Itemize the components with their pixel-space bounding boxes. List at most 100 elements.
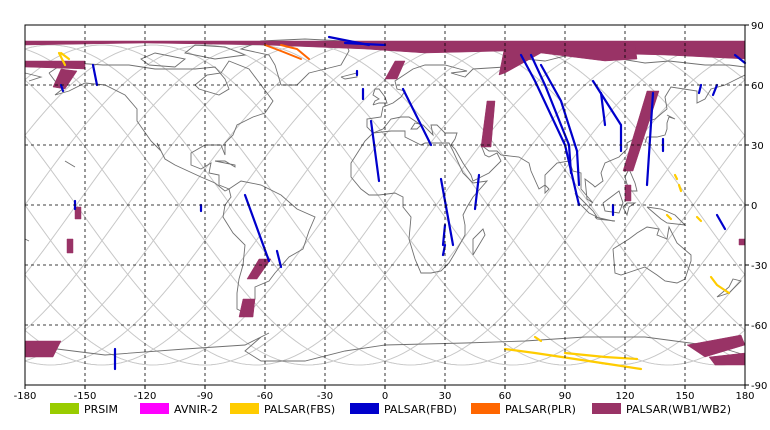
wb-swath	[24, 60, 86, 70]
x-tick-label: 0	[382, 391, 388, 402]
coastline	[646, 206, 687, 226]
y-tick-label: 0	[751, 201, 757, 212]
legend-label: PALSAR(FBD)	[384, 403, 457, 416]
y-tick-label: -30	[751, 261, 767, 272]
graticule	[25, 25, 745, 385]
x-tick-label: 30	[439, 391, 452, 402]
x-tick-label: -150	[74, 391, 97, 402]
legend-label: PALSAR(PLR)	[505, 403, 576, 416]
legend-label: PALSAR(FBS)	[264, 403, 335, 416]
x-tick-label: 90	[559, 391, 572, 402]
fbs-swath	[59, 51, 71, 61]
x-tick-label: -60	[257, 391, 273, 402]
latitude-ticks: 90 60 30 0 -30 -60 -90	[745, 21, 767, 392]
fbd-swath	[711, 83, 719, 97]
y-tick-label: 30	[751, 141, 764, 152]
coastline	[602, 190, 624, 214]
y-tick-label: 60	[751, 81, 764, 92]
legend-swatch	[592, 403, 621, 414]
legend-swatch	[50, 403, 79, 414]
fbd-swath	[275, 249, 283, 269]
wb-swath	[686, 334, 746, 358]
fbd-swath	[343, 41, 387, 47]
coastline	[472, 228, 486, 256]
coastline	[214, 160, 236, 168]
x-tick-label: 60	[499, 391, 512, 402]
legend-swatch	[230, 403, 259, 414]
coastline	[544, 184, 550, 195]
coastline	[183, 44, 247, 60]
fbd-swath	[91, 63, 99, 87]
fbs-swath	[677, 183, 683, 193]
plr-swath	[280, 44, 310, 60]
coastline	[612, 225, 692, 284]
fbd-swath	[441, 243, 447, 257]
wb-swath	[622, 90, 660, 172]
coastline	[372, 88, 388, 106]
coastline	[48, 60, 274, 192]
coastline	[340, 72, 358, 80]
wb-swath	[480, 100, 496, 148]
wb-swath	[624, 184, 632, 202]
fbd-swath	[539, 63, 581, 187]
wb-swath	[74, 206, 82, 220]
wb-swath	[52, 68, 78, 90]
legend-swatch	[471, 403, 500, 414]
wb-swath	[66, 238, 74, 254]
x-tick-label: -120	[134, 391, 157, 402]
fbs-swath	[57, 51, 67, 67]
fbs-swath	[709, 275, 731, 295]
longitude-ticks: -180 -150 -120 -90 -60 -30 0 30 60 90 120 150 180	[14, 385, 755, 402]
fbd-swath	[715, 213, 727, 231]
x-tick-label: -180	[14, 391, 37, 402]
coastline	[140, 52, 187, 68]
palsar-wb-swaths	[24, 40, 746, 366]
wb-swath	[708, 352, 746, 366]
fbd-swath	[697, 83, 703, 95]
coastline	[64, 160, 76, 168]
legend: PRSIM AVNIR-2 PALSAR(FBS) PALSAR(FBD) PALSAR…	[50, 403, 731, 416]
x-tick-label: 120	[615, 391, 634, 402]
fbs-swath	[563, 351, 639, 361]
wb-swath	[738, 238, 746, 246]
coastline	[350, 130, 489, 274]
fbd-swath	[645, 91, 655, 187]
fbd-swath	[733, 53, 747, 65]
plr-swath	[264, 44, 302, 60]
legend-label: AVNIR-2	[174, 403, 218, 416]
fbs-swath	[503, 347, 643, 371]
fbd-swath	[441, 223, 447, 247]
wb-swath	[24, 340, 62, 358]
coastline	[222, 180, 316, 316]
x-tick-label: -90	[197, 391, 213, 402]
coastline	[594, 216, 616, 222]
legend-label: PALSAR(WB1/WB2)	[626, 403, 731, 416]
fbd-swath	[401, 87, 433, 147]
fbs-swath	[673, 173, 679, 181]
palsar-plr-swaths	[264, 44, 310, 60]
legend-label: PRSIM	[84, 403, 118, 416]
fbd-swath	[529, 53, 573, 175]
fbd-swath	[519, 53, 581, 207]
fbd-swath	[369, 119, 381, 183]
x-tick-label: 180	[735, 391, 754, 402]
fbs-swath	[695, 215, 703, 223]
legend-swatch	[350, 403, 379, 414]
y-tick-label: -90	[751, 381, 767, 392]
coastline	[366, 50, 746, 134]
y-tick-label: -60	[751, 321, 767, 332]
palsar-fbs-swaths	[57, 51, 731, 371]
wb-swath	[246, 258, 272, 280]
fbs-swath	[665, 213, 673, 221]
wb-swath	[498, 44, 638, 76]
fbd-swath	[599, 91, 607, 127]
wb-swath	[238, 298, 256, 318]
fbs-swath	[533, 335, 543, 343]
fbd-swath	[439, 177, 455, 247]
wb-swath	[384, 60, 406, 80]
fbd-swath	[473, 173, 481, 211]
legend-swatch	[140, 403, 169, 414]
x-tick-label: 150	[675, 391, 694, 402]
coastline	[24, 72, 43, 82]
